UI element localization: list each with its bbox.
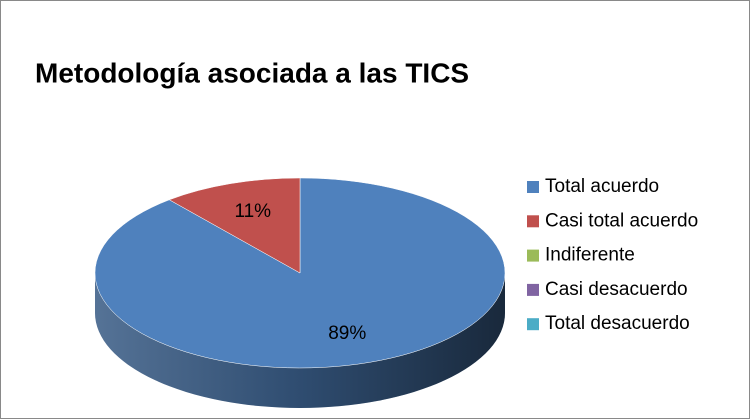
legend-label: Casi desacuerdo <box>545 279 688 300</box>
legend-label: Indiferente <box>545 245 635 266</box>
data-label: 11% <box>234 201 271 222</box>
legend-label: Casi total acuerdo <box>545 210 698 231</box>
legend-swatch <box>527 283 539 296</box>
pie-side-shade <box>95 273 505 408</box>
legend-swatch <box>527 318 539 331</box>
pie-slice <box>168 177 301 274</box>
data-label: 89% <box>328 323 366 344</box>
chart-title: Metodología asociada a las TICS <box>35 57 469 88</box>
legend-swatch <box>527 181 539 193</box>
legend-swatch <box>527 215 539 228</box>
legend-label: Total acuerdo <box>545 176 659 197</box>
legend-label: Total desacuerdo <box>545 313 690 334</box>
legend-swatch <box>527 249 539 262</box>
